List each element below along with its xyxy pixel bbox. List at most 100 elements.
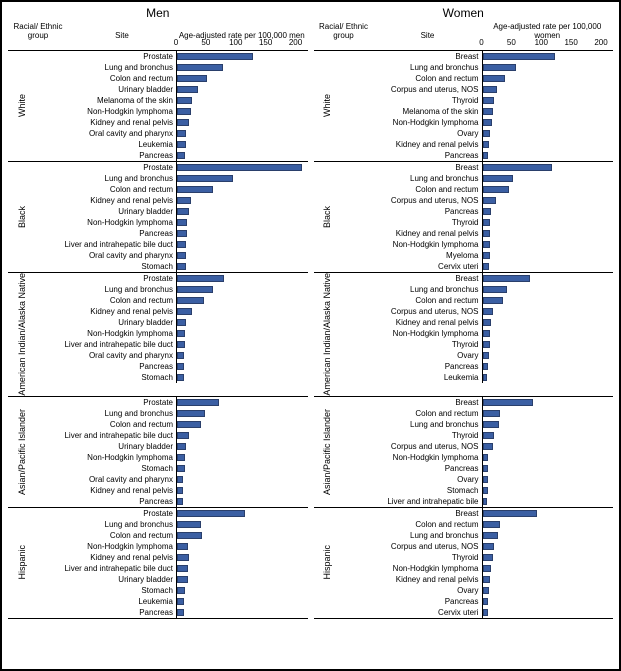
bar [177,175,233,182]
data-row: Colon and rectum [36,295,308,306]
bar [177,286,213,293]
bar-track [482,228,614,239]
bar-track [482,339,614,350]
group-label: Hispanic [314,508,342,618]
data-row: Colon and rectum [36,73,308,84]
site-label: Prostate [36,51,176,62]
data-row: Liver and intrahepatic bile duct [36,563,308,574]
bar [483,286,508,293]
data-row: Liver and intrahepatic bile [342,496,614,507]
bar [177,86,198,93]
bar-track [482,217,614,228]
bar-track [176,541,308,552]
bar-track [176,350,308,361]
site-label: Non-Hodgkin lymphoma [342,239,482,250]
bar-track [482,250,614,261]
bar [483,241,490,248]
axis-tick-label: 200 [289,38,302,47]
group-block: Asian/Pacific IslanderBreastColon and re… [314,396,614,507]
site-label: Colon and rectum [36,419,176,430]
bar-track [176,162,308,173]
site-label: Lung and bronchus [342,62,482,73]
axis-tick-label: 0 [479,38,483,47]
bar-track [176,496,308,507]
data-row: Kidney and renal pelvis [342,139,614,150]
bar [483,543,495,550]
bar [177,263,186,270]
site-label: Prostate [36,273,176,284]
data-row: Prostate [36,508,308,519]
chart-body: WhiteBreastLung and bronchusColon and re… [314,50,614,665]
data-row: Melanoma of the skin [342,106,614,117]
rows: BreastColon and rectumLung and bronchusT… [342,397,614,507]
site-label: Ovary [342,128,482,139]
bar-track [176,95,308,106]
bar [177,532,202,539]
site-label: Thyroid [342,430,482,441]
bar-track [482,295,614,306]
bar [177,141,186,148]
bar-track [176,228,308,239]
bar-track [482,350,614,361]
group-block: WhiteProstateLung and bronchusColon and … [8,50,308,161]
site-label: Myeloma [342,250,482,261]
group-block: American Indian/Alaska NativeProstateLun… [8,272,308,396]
bar-track [176,139,308,150]
data-row: Melanoma of the skin [36,95,308,106]
site-label: Kidney and renal pelvis [36,306,176,317]
bar [177,510,245,517]
data-row: Stomach [36,463,308,474]
bar-track [176,217,308,228]
bar-track [482,541,614,552]
site-label: Ovary [342,350,482,361]
bar [177,554,189,561]
data-row: Prostate [36,273,308,284]
bar-track [482,273,614,284]
data-row: Corpus and uterus, NOS [342,306,614,317]
bar [177,410,205,417]
site-label: Liver and intrahepatic bile duct [36,563,176,574]
site-label: Urinary bladder [36,441,176,452]
site-label: Kidney and renal pelvis [36,485,176,496]
bar [177,208,189,215]
bar-track [482,408,614,419]
site-label: Breast [342,273,482,284]
group-block: BlackProstateLung and bronchusColon and … [8,161,308,272]
data-row: Liver and intrahepatic bile duct [36,430,308,441]
data-row: Pancreas [342,361,614,372]
data-row: Colon and rectum [36,419,308,430]
figure-container: MenRacial/ Ethnic groupSiteAge-adjusted … [0,0,621,671]
site-label: Thyroid [342,217,482,228]
bar-track [176,419,308,430]
site-label: Lung and bronchus [36,284,176,295]
bar [483,219,491,226]
site-label: Liver and intrahepatic bile [342,496,482,507]
rows: BreastLung and bronchusColon and rectumC… [342,273,614,396]
bar [177,609,184,616]
data-row: Kidney and renal pelvis [36,552,308,563]
bar-track [176,106,308,117]
data-row: Non-Hodgkin lymphoma [36,217,308,228]
bar-track [482,508,614,519]
rows: BreastColon and rectumLung and bronchusC… [342,508,614,618]
bar [177,587,185,594]
bar [483,374,488,381]
bar [483,532,498,539]
bar [177,152,185,159]
bar [483,587,490,594]
bar [177,230,187,237]
bar [483,186,510,193]
site-label: Breast [342,162,482,173]
panel-title: Women [314,6,614,20]
bar-track [176,51,308,62]
bar-track [176,173,308,184]
bar-track [482,106,614,117]
bar [177,108,191,115]
site-label: Pancreas [342,463,482,474]
bar [483,476,488,483]
group-label: American Indian/Alaska Native [314,273,342,396]
bar-track [482,95,614,106]
axis-tick-label: 150 [564,38,577,47]
bar-track [176,317,308,328]
site-label: Prostate [36,162,176,173]
